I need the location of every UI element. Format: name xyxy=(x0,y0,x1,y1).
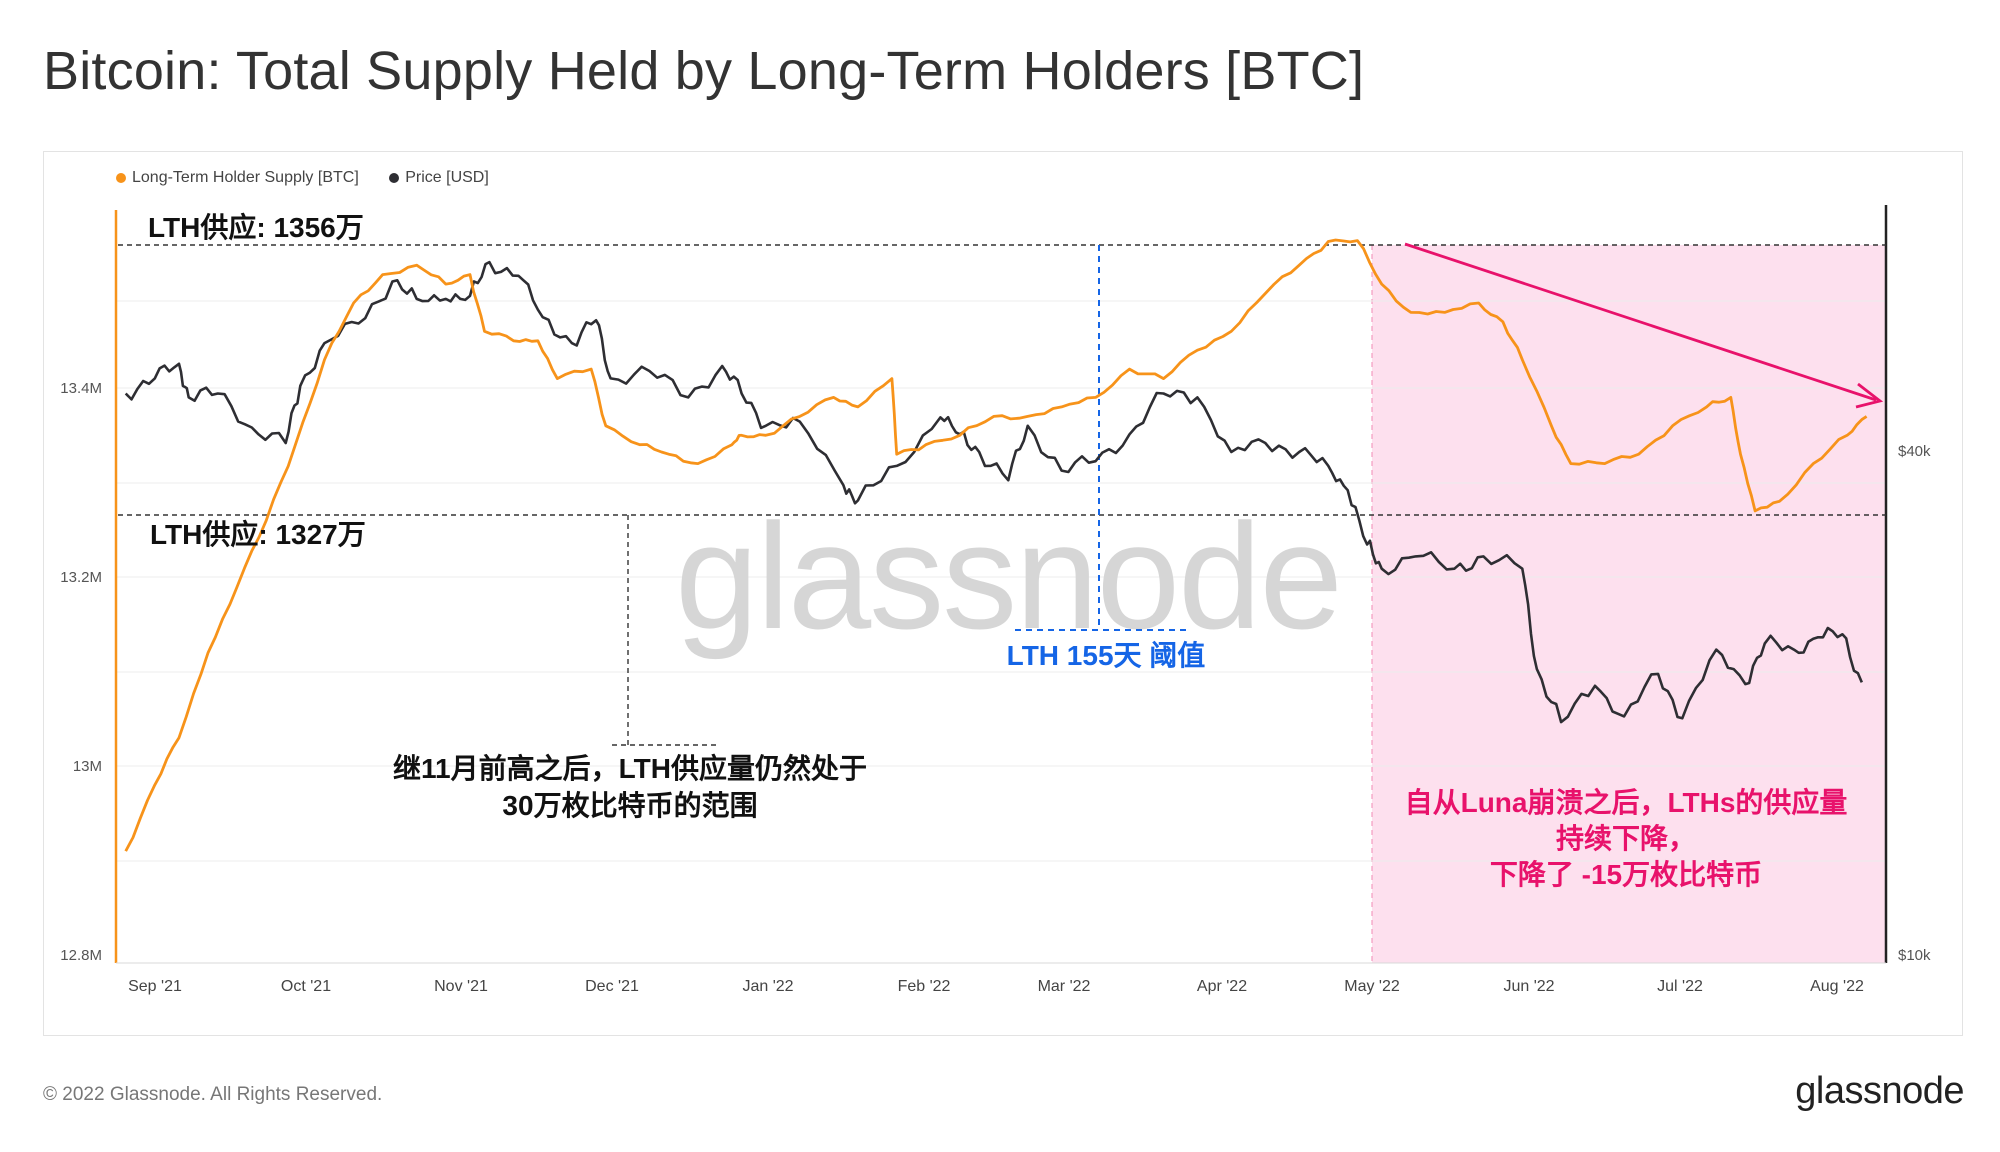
note-right-line-2: 持续下降， xyxy=(1556,823,1696,854)
y-left-tick: 13M xyxy=(73,758,102,775)
x-tick: Dec '21 xyxy=(585,978,639,995)
x-tick: Jan '22 xyxy=(742,978,793,995)
legend-item-price[interactable]: Price [USD] xyxy=(389,169,489,186)
y-left-tick: 13.2M xyxy=(60,569,102,586)
legend-label-price: Price [USD] xyxy=(405,169,489,186)
x-tick: Oct '21 xyxy=(281,978,331,995)
lth-supply-line xyxy=(124,238,1868,852)
x-tick: Sep '21 xyxy=(128,978,182,995)
y-right-tick: $10k xyxy=(1898,947,1931,964)
note-left-line-1: 继11月前高之后，LTH供应量仍然处于 xyxy=(393,752,867,784)
gridlines xyxy=(116,300,1886,862)
legend-dot-price xyxy=(389,172,400,183)
x-tick: May '22 xyxy=(1344,978,1400,995)
x-tick-labels: Sep '21 Oct '21 Nov '21 Dec '21 Jan '22 … xyxy=(128,978,1864,995)
x-tick: Aug '22 xyxy=(1810,978,1864,995)
y-left-tick: 12.8M xyxy=(60,947,102,964)
x-tick: Nov '21 xyxy=(434,978,488,995)
x-tick: Feb '22 xyxy=(898,978,951,995)
watermark: glassnode xyxy=(675,492,1341,660)
x-tick: Mar '22 xyxy=(1038,978,1091,995)
top-supply-label: LTH供应: 1356万 xyxy=(148,211,364,243)
x-tick: Apr '22 xyxy=(1197,978,1247,995)
legend-item-lth[interactable]: Long-Term Holder Supply [BTC] xyxy=(116,169,363,186)
glassnode-logo[interactable]: glassnode xyxy=(1795,1070,1964,1112)
price-line xyxy=(124,260,1863,724)
note-right-line-1: 自从Luna崩溃之后，LTHs的供应量 xyxy=(1405,786,1848,818)
copyright-text: © 2022 Glassnode. All Rights Reserved. xyxy=(43,1084,383,1105)
y-right-tick: $40k xyxy=(1898,443,1931,460)
trend-arrow xyxy=(1404,242,1884,409)
note-left-line-2: 30万枚比特币的范围 xyxy=(502,789,757,821)
legend-label-lth: Long-Term Holder Supply [BTC] xyxy=(132,169,359,186)
legend-dot-lth xyxy=(116,172,126,183)
legend[interactable]: Long-Term Holder Supply [BTC] Price [USD… xyxy=(116,169,515,187)
note-right-line-3: 下降了 -15万枚比特币 xyxy=(1490,859,1762,890)
chart-title: Bitcoin: Total Supply Held by Long-Term … xyxy=(43,41,1365,101)
threshold-label: LTH 155天 阈值 xyxy=(1007,640,1206,671)
x-tick: Jul '22 xyxy=(1657,978,1703,995)
x-tick: Jun '22 xyxy=(1503,978,1554,995)
bottom-supply-label: LTH供应: 1327万 xyxy=(150,518,366,550)
y-left-tick: 13.4M xyxy=(60,380,102,397)
post-luna-shade xyxy=(1372,245,1886,963)
